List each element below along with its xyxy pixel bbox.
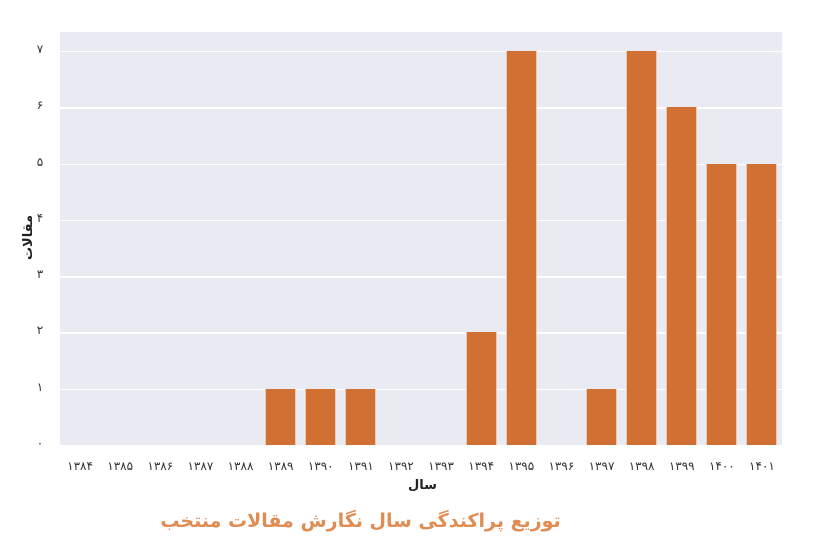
x-tick-label: ۱۳۸۴ (67, 459, 93, 473)
bar-1394 (465, 332, 497, 445)
x-tick-label: ۱۳۸۶ (147, 459, 174, 473)
bar-1391 (345, 388, 377, 445)
bar-1399 (666, 107, 698, 445)
x-tick-label: ۱۳۹۸ (628, 459, 655, 473)
gridline (60, 50, 782, 53)
x-tick-label: ۱۳۸۵ (107, 459, 134, 473)
bar-1401 (746, 163, 778, 445)
x-tick-label: ۱۴۰۱ (749, 459, 775, 473)
y-tick-label: ۴ (36, 210, 44, 225)
x-tick-label: ۱۳۹۶ (548, 459, 575, 473)
gridline (60, 163, 782, 165)
bar-1400 (706, 163, 738, 445)
y-axis-label: مقالات (21, 214, 37, 261)
x-tick-label: ۱۳۸۹ (267, 459, 294, 473)
y-tick-label: ۱ (36, 379, 44, 394)
x-tick-label: ۱۴۰۰ (708, 459, 735, 473)
bar-1397 (586, 388, 617, 445)
chart-title: توزیع پراکندگی سال نگارش مقالات منتخب (160, 510, 561, 532)
y-tick-label: ۲ (36, 323, 44, 338)
y-tick-label: ۵ (36, 154, 44, 169)
plot-area (60, 32, 782, 445)
bar-1398 (626, 50, 658, 445)
gridline (60, 107, 782, 109)
y-tick-label: ۶ (36, 98, 44, 113)
y-tick-label: ۷ (36, 41, 44, 56)
gridline (60, 219, 782, 222)
x-tick-label: ۱۳۹۹ (668, 459, 695, 473)
x-tick-label: ۱۳۹۴ (468, 459, 495, 473)
x-tick-label: ۱۳۹۰ (307, 459, 334, 473)
gridline (60, 332, 782, 334)
gridline (60, 276, 782, 278)
x-tick-label: ۱۳۹۵ (508, 459, 535, 473)
x-tick-label: ۱۳۹۲ (388, 459, 414, 473)
y-tick-label: ۰ (36, 436, 44, 450)
x-tick-label: ۱۳۹۱ (347, 459, 374, 473)
x-axis-label: سال (408, 478, 437, 493)
bar-1389 (265, 388, 297, 445)
x-tick-label: ۱۳۸۷ (187, 459, 214, 473)
gridline (60, 388, 782, 391)
y-tick-label: ۳ (36, 267, 44, 282)
bar-1390 (305, 388, 337, 445)
x-tick-label: ۱۳۹۳ (428, 459, 454, 473)
x-tick-label: ۱۳۸۸ (227, 459, 254, 473)
bar-1395 (505, 50, 537, 445)
x-tick-label: ۱۳۹۷ (588, 459, 615, 473)
